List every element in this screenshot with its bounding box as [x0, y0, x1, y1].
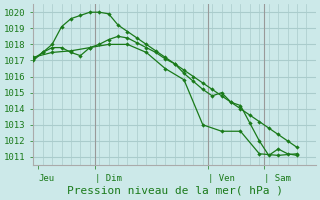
X-axis label: Pression niveau de la mer( hPa ): Pression niveau de la mer( hPa ): [67, 186, 283, 196]
